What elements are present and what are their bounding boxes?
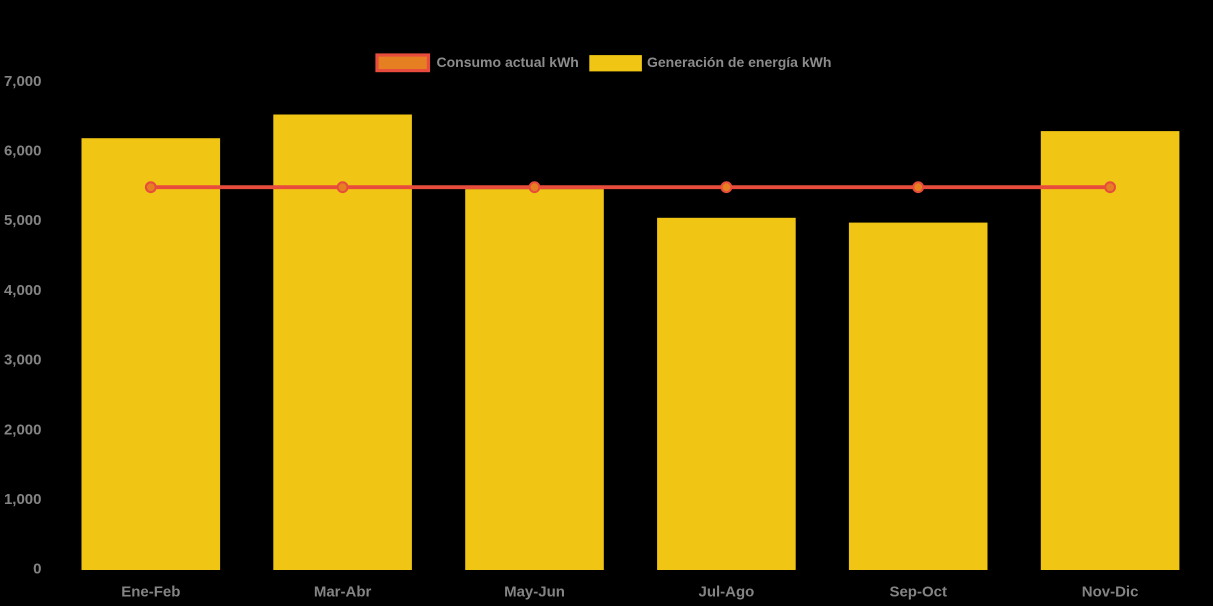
svg-text:Mar-Abr: Mar-Abr (314, 584, 372, 601)
svg-text:Jul-Ago: Jul-Ago (698, 584, 754, 601)
svg-text:5,000: 5,000 (4, 212, 42, 229)
svg-text:Generación de energía kWh: Generación de energía kWh (647, 54, 831, 70)
svg-text:6,000: 6,000 (4, 143, 42, 160)
svg-text:2,000: 2,000 (4, 421, 42, 438)
svg-text:Ene-Feb: Ene-Feb (121, 584, 180, 601)
svg-text:Nov-Dic: Nov-Dic (1082, 584, 1139, 601)
svg-text:1,000: 1,000 (4, 491, 42, 508)
svg-text:3,000: 3,000 (4, 352, 42, 369)
svg-text:0: 0 (33, 561, 41, 578)
svg-text:May-Jun: May-Jun (504, 584, 565, 601)
svg-text:4,000: 4,000 (4, 282, 42, 299)
svg-text:Consumo actual kWh: Consumo actual kWh (437, 54, 579, 70)
svg-text:7,000: 7,000 (4, 73, 42, 90)
svg-text:Sep-Oct: Sep-Oct (889, 584, 947, 601)
